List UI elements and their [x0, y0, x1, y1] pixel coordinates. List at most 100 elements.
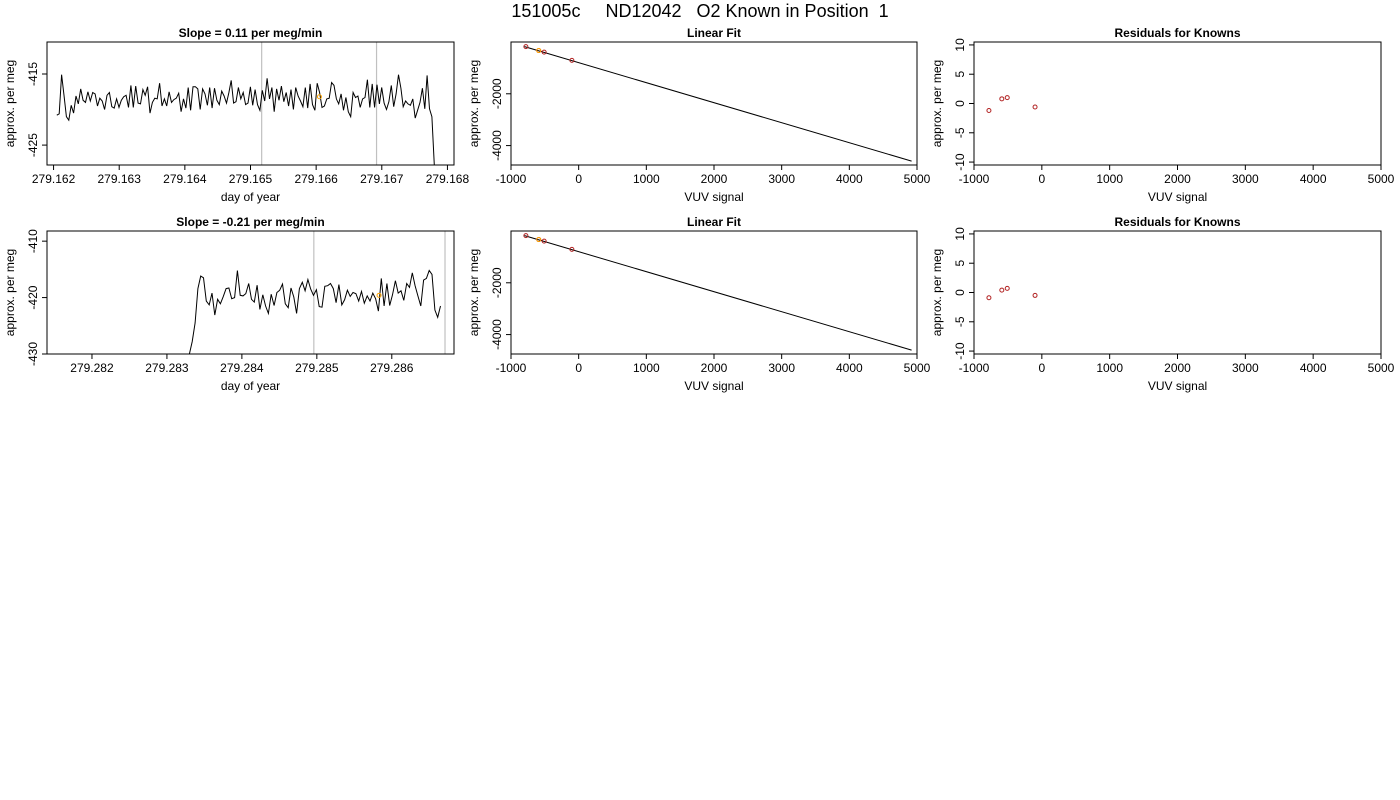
plot-area: [56, 42, 435, 165]
y-tick-label: -5: [953, 127, 967, 138]
y-tick-label: -4000: [490, 130, 504, 161]
x-tick-label: 279.284: [220, 361, 264, 375]
x-axis-label: VUV signal: [684, 379, 743, 393]
series-line: [56, 74, 435, 165]
y-axis-label: approx. per meg: [930, 60, 944, 147]
x-tick-label: 5000: [1368, 172, 1395, 186]
plot-area: [188, 231, 446, 354]
plot-panel-1: Slope = 0.11 per meg/min 279.162 279.163 27…: [3, 26, 469, 204]
x-tick-label: 2000: [701, 361, 728, 375]
x-tick-label: 3000: [768, 172, 795, 186]
current-point: [536, 48, 542, 54]
y-tick-label: 5: [953, 71, 967, 78]
known-point: [986, 295, 992, 301]
plot-panel-5: Linear Fit -1000 0 1000 2000 3000 4000 5000 VUV …: [467, 215, 931, 393]
plot-frame: [973, 41, 1382, 166]
x-tick-label: 279.282: [70, 361, 114, 375]
x-axis-label: VUV signal: [1148, 190, 1207, 204]
y-tick-label: -410: [26, 229, 40, 253]
x-tick-label: 0: [1038, 361, 1045, 375]
known-point: [1004, 95, 1010, 101]
y-axis-label: approx. per meg: [467, 249, 481, 336]
x-tick-label: 279.166: [294, 172, 338, 186]
x-tick-label: 3000: [768, 361, 795, 375]
known-point: [541, 238, 547, 244]
plot-area: [523, 44, 912, 162]
x-tick-label: 279.165: [229, 172, 273, 186]
x-tick-label: 1000: [633, 361, 660, 375]
x-tick-label: 4000: [836, 361, 863, 375]
x-tick-label: 5000: [904, 361, 931, 375]
plot-frame: [46, 230, 455, 355]
y-tick-label: -10: [953, 153, 967, 171]
known-point: [523, 44, 529, 50]
x-tick-label: 0: [575, 361, 582, 375]
x-tick-label: 1000: [1096, 361, 1123, 375]
known-point: [999, 96, 1005, 102]
plot-frame: [46, 41, 455, 166]
x-axis-label: VUV signal: [1148, 379, 1207, 393]
y-tick-label: -4000: [490, 319, 504, 350]
x-tick-label: 279.163: [98, 172, 142, 186]
y-tick-label: 0: [953, 100, 967, 107]
x-tick-label: 3000: [1232, 172, 1259, 186]
x-tick-label: 279.286: [370, 361, 414, 375]
x-tick-label: 279.283: [145, 361, 189, 375]
known-point: [1032, 104, 1038, 110]
y-axis-label: approx. per meg: [3, 249, 17, 336]
fit-line: [524, 235, 912, 351]
plot-frame: [973, 230, 1382, 355]
plot-area: [523, 233, 912, 351]
plot-title: Residuals for Knowns: [1114, 215, 1240, 229]
y-tick-label: -430: [26, 342, 40, 366]
fit-line: [524, 46, 912, 162]
x-tick-label: 4000: [836, 172, 863, 186]
y-axis-label: approx. per meg: [467, 60, 481, 147]
y-tick-label: -420: [26, 285, 40, 309]
x-tick-label: 1000: [633, 172, 660, 186]
plot-panel-4: Slope = -0.21 per meg/min 279.282 279.283 2…: [3, 215, 455, 393]
x-tick-label: 2000: [701, 172, 728, 186]
current-point: [376, 292, 382, 298]
x-tick-label: 2000: [1164, 361, 1191, 375]
series-line: [188, 269, 441, 354]
x-axis-label: day of year: [221, 379, 280, 393]
plot-area: [986, 285, 1038, 301]
plot-title: Residuals for Knowns: [1114, 26, 1240, 40]
y-axis-label: approx. per meg: [930, 249, 944, 336]
plot-area: [986, 95, 1038, 114]
y-tick-label: -2000: [490, 78, 504, 109]
y-tick-label: -415: [26, 62, 40, 86]
x-tick-label: 279.168: [426, 172, 470, 186]
x-tick-label: -1000: [496, 172, 527, 186]
known-point: [986, 108, 992, 114]
y-tick-label: -2000: [490, 267, 504, 298]
x-tick-label: 3000: [1232, 361, 1259, 375]
x-tick-label: 5000: [1368, 361, 1395, 375]
known-point: [1004, 285, 1010, 291]
x-tick-label: -1000: [959, 172, 990, 186]
x-axis-label: day of year: [221, 190, 280, 204]
known-point: [523, 233, 529, 239]
current-point: [316, 94, 322, 100]
known-point: [541, 49, 547, 55]
plot-panel-2: Linear Fit -1000 0 1000 2000 3000 4000 5000 VUV …: [467, 26, 931, 204]
x-tick-label: 279.285: [295, 361, 339, 375]
known-point: [569, 57, 575, 63]
known-point: [569, 246, 575, 252]
x-tick-label: 0: [1038, 172, 1045, 186]
y-tick-label: 5: [953, 260, 967, 267]
plot-title: Linear Fit: [687, 215, 741, 229]
y-tick-label: -10: [953, 342, 967, 360]
y-tick-label: 10: [953, 227, 967, 241]
y-tick-label: -5: [953, 316, 967, 327]
known-point: [1032, 292, 1038, 298]
x-tick-label: 279.162: [32, 172, 76, 186]
x-tick-label: 279.164: [163, 172, 207, 186]
x-tick-label: 0: [575, 172, 582, 186]
x-tick-label: -1000: [959, 361, 990, 375]
x-tick-label: 2000: [1164, 172, 1191, 186]
plot-frame: [510, 41, 918, 166]
y-tick-label: 10: [953, 38, 967, 52]
